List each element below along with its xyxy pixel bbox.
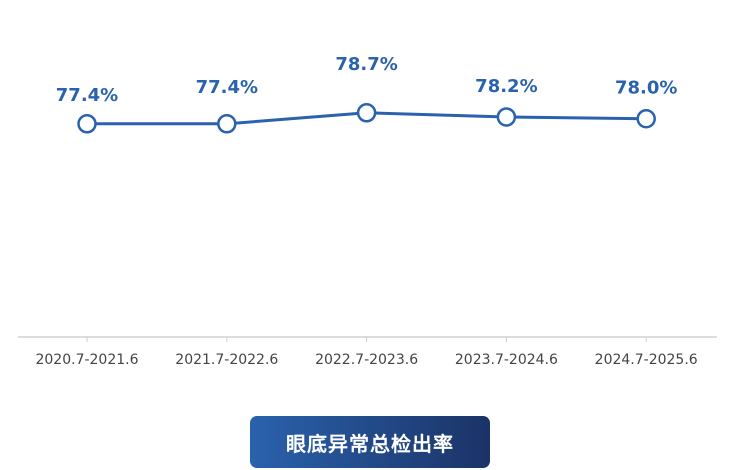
data-label: 78.7% <box>335 54 397 75</box>
data-label: 78.2% <box>475 76 537 97</box>
data-label: 77.4% <box>196 77 258 98</box>
data-point <box>496 107 517 127</box>
x-tick-label: 2021.7-2022.6 <box>175 352 278 368</box>
data-point <box>356 103 377 123</box>
data-point <box>217 114 237 134</box>
data-point <box>636 108 656 129</box>
data-point <box>77 114 97 134</box>
x-tick-label: 2024.7-2025.6 <box>595 352 698 368</box>
data-label: 77.4% <box>56 85 118 106</box>
x-tick-label: 2022.7-2023.6 <box>315 352 418 368</box>
data-label: 78.0% <box>615 78 677 99</box>
line-chart: 2020.7-2021.6 2021.7-2022.6 2022.7-2023.6 2… <box>18 54 717 368</box>
x-tick-label: 2020.7-2021.6 <box>35 352 138 368</box>
series-label-button[interactable]: 眼底异常总检出率 <box>250 416 490 468</box>
x-tick-label: 2023.7-2024.6 <box>455 352 558 368</box>
